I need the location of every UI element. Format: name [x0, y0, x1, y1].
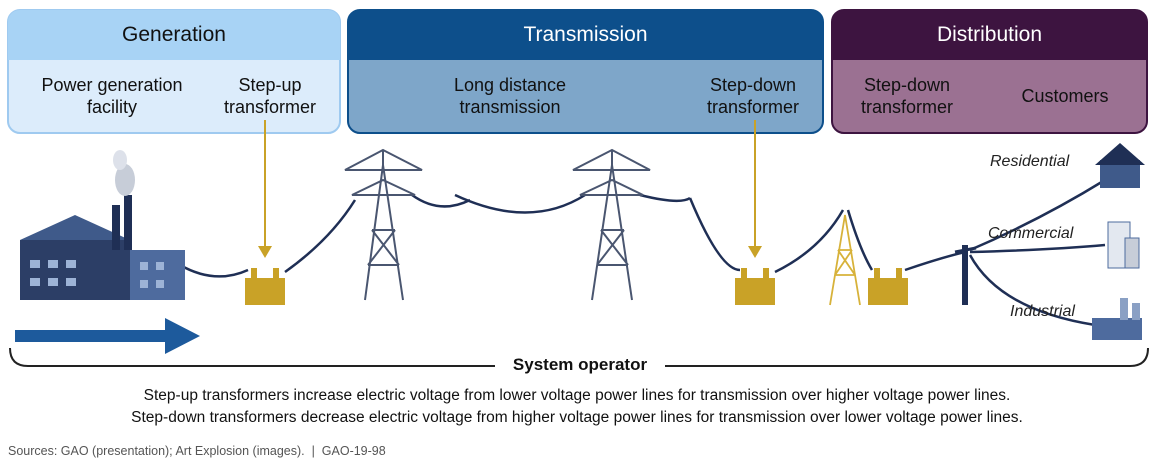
- transformers: [245, 268, 908, 305]
- section-item: Power generation facility: [41, 75, 183, 117]
- note: Step-down transformers decrease electric…: [131, 409, 1023, 426]
- utility-pole: [954, 245, 977, 305]
- customer-label: Commercial: [988, 225, 1074, 242]
- section-title: Distribution: [936, 23, 1043, 46]
- small-tower: [829, 214, 861, 306]
- house: [1095, 143, 1145, 188]
- generation-box: [7, 9, 341, 134]
- towers: [344, 148, 651, 301]
- section-item: Step-down transformer: [860, 75, 954, 117]
- power-lines: [179, 178, 1106, 327]
- section-item: Customers: [1021, 86, 1109, 106]
- section-item: Step-down transformer: [706, 75, 800, 117]
- plant: [1092, 298, 1142, 340]
- customer-label: Residential: [990, 153, 1070, 170]
- section-title: Generation: [122, 23, 226, 46]
- operator-bracket: [9, 347, 1149, 367]
- pointer-arrows: [258, 120, 762, 258]
- system-operator: System operator: [512, 355, 648, 374]
- customer-label: Industrial: [1010, 303, 1075, 320]
- transmission-box: [347, 9, 824, 134]
- section-title: Transmission: [523, 23, 648, 46]
- source: Sources: GAO (presentation); Art Explosi…: [8, 444, 386, 458]
- office: [1107, 221, 1140, 269]
- note: Step-up transformers increase electric v…: [143, 387, 1011, 404]
- section-item: Step-up transformer: [223, 75, 317, 117]
- distribution-box: [831, 9, 1148, 134]
- section-item: Long distance transmission: [453, 75, 567, 117]
- flow-arrow: [15, 318, 200, 354]
- factory: [20, 150, 185, 300]
